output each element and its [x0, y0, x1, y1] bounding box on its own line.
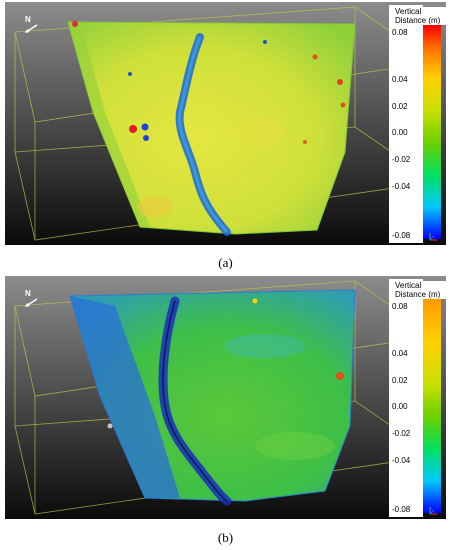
colorbar-tick: -0.08	[392, 231, 411, 240]
point-cloud-panel-b: N Vertical Distance (m) 0.08 0.04 0.02 0…	[5, 276, 446, 519]
north-label: N	[25, 289, 31, 298]
colorbar-tick: -0.02	[392, 155, 411, 164]
colorbar-tick: -0.04	[392, 182, 411, 191]
colorbar-tick: -0.02	[392, 429, 411, 438]
colorbar-gradient-a	[423, 25, 441, 239]
colorbar-tick: 0.04	[392, 349, 408, 358]
deviation-surface-b	[14, 280, 441, 515]
caption-a: (a)	[218, 255, 233, 270]
colorbar-title: Vertical Distance (m)	[395, 7, 446, 25]
colorbar-tick: 0.02	[392, 376, 408, 385]
axis-triad-icon	[429, 507, 437, 515]
colorbar-tick: 0.00	[392, 128, 408, 137]
colorbar-tick: 0.08	[392, 28, 408, 37]
colorbar-title: Vertical Distance (m)	[395, 281, 446, 299]
colorbar-a: Vertical Distance (m) 0.08 0.04 0.02 0.0…	[389, 5, 446, 243]
colorbar-b: Vertical Distance (m) 0.08 0.04 0.02 0.0…	[389, 279, 446, 517]
north-arrow-icon	[25, 24, 38, 33]
axis-triad-icon	[429, 233, 437, 241]
north-label: N	[25, 15, 31, 24]
deviation-surface-a	[14, 6, 441, 241]
colorbar-tick: 0.02	[392, 102, 408, 111]
colorbar-tick: -0.08	[392, 505, 411, 514]
colorbar-tick: -0.04	[392, 456, 411, 465]
colorbar-tick: 0.00	[392, 402, 408, 411]
colorbar-gradient-b	[423, 299, 441, 513]
point-cloud-panel-a: N Vertical Distance (m) 0.08 0.04 0.02 0…	[5, 2, 446, 245]
caption-b: (b)	[217, 530, 234, 545]
colorbar-tick: 0.08	[392, 302, 408, 311]
colorbar-tick: 0.04	[392, 75, 408, 84]
north-arrow-icon	[25, 298, 38, 307]
